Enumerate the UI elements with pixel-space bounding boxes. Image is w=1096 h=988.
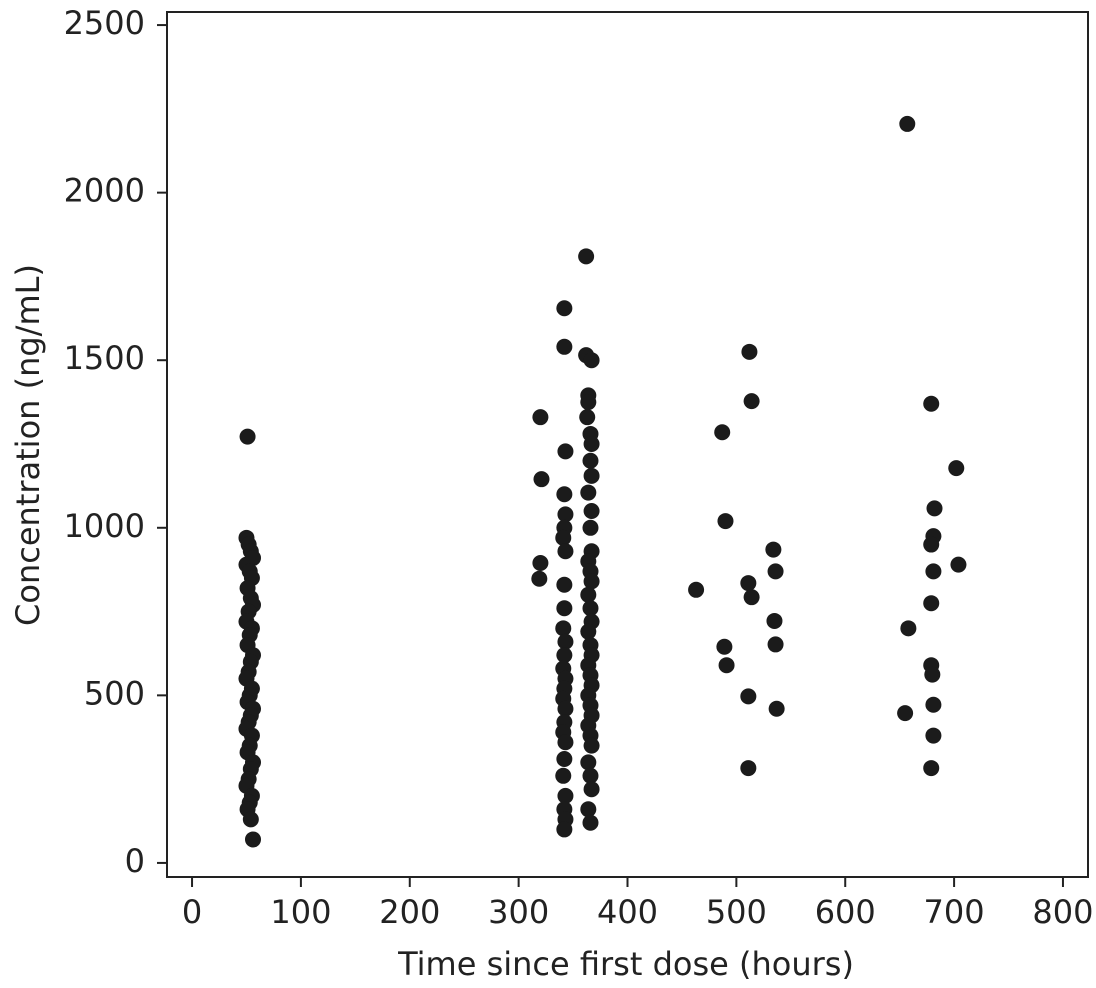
point xyxy=(714,424,731,441)
point xyxy=(925,696,942,713)
point xyxy=(242,811,259,828)
point xyxy=(583,503,600,520)
point xyxy=(923,395,940,412)
y-tick-label: 0 xyxy=(125,842,145,880)
point xyxy=(582,814,599,831)
point xyxy=(531,570,548,587)
point xyxy=(557,700,574,717)
x-tick-label: 600 xyxy=(815,893,876,931)
point xyxy=(555,620,572,637)
point xyxy=(923,595,940,612)
point xyxy=(768,700,785,717)
point xyxy=(743,589,760,606)
point xyxy=(583,737,600,754)
y-tick-label: 1500 xyxy=(64,339,145,377)
point xyxy=(900,620,917,637)
x-tick-label: 100 xyxy=(270,893,331,931)
point xyxy=(926,500,943,517)
point xyxy=(239,428,256,445)
point xyxy=(556,300,573,317)
point xyxy=(556,576,573,593)
point xyxy=(557,443,574,460)
point xyxy=(582,519,599,536)
point xyxy=(582,452,599,469)
point xyxy=(740,760,757,777)
y-tick-label: 2500 xyxy=(64,4,145,42)
point xyxy=(583,573,600,590)
point xyxy=(532,554,549,571)
point xyxy=(556,821,573,838)
point xyxy=(741,343,758,360)
point xyxy=(923,536,940,553)
point xyxy=(740,575,757,592)
x-axis-label: Time since first dose (hours) xyxy=(397,945,854,983)
point xyxy=(583,435,600,452)
point xyxy=(924,666,941,683)
point xyxy=(556,647,573,664)
point xyxy=(556,486,573,503)
point xyxy=(767,563,784,580)
plot-frame xyxy=(166,11,1089,878)
y-tick-label: 1000 xyxy=(64,507,145,545)
point xyxy=(580,623,597,640)
x-tick-label: 300 xyxy=(488,893,549,931)
point xyxy=(580,484,597,501)
point xyxy=(925,727,942,744)
point xyxy=(533,471,550,488)
x-tick-label: 700 xyxy=(924,893,985,931)
point xyxy=(950,556,967,573)
point xyxy=(765,541,782,558)
point xyxy=(557,734,574,751)
point xyxy=(582,767,599,784)
point xyxy=(897,705,914,722)
point xyxy=(583,352,600,369)
point xyxy=(557,506,574,523)
point xyxy=(923,760,940,777)
point xyxy=(767,636,784,653)
point xyxy=(555,529,572,546)
point xyxy=(579,409,596,426)
point xyxy=(743,393,760,410)
point xyxy=(583,467,600,484)
point xyxy=(718,657,735,674)
x-tick-label: 200 xyxy=(379,893,440,931)
point xyxy=(556,600,573,617)
x-tick-label: 800 xyxy=(1032,893,1093,931)
point xyxy=(245,831,262,848)
point xyxy=(557,787,574,804)
point xyxy=(583,781,600,798)
point xyxy=(580,586,597,603)
point xyxy=(580,801,597,818)
point xyxy=(716,638,733,655)
x-tick-label: 400 xyxy=(597,893,658,931)
point xyxy=(556,751,573,768)
point xyxy=(582,600,599,617)
point xyxy=(688,581,705,598)
point xyxy=(580,754,597,771)
point xyxy=(580,394,597,411)
point xyxy=(532,409,549,426)
x-tick-label: 500 xyxy=(706,893,767,931)
point xyxy=(578,248,595,265)
y-tick-label: 2000 xyxy=(64,172,145,210)
point xyxy=(925,563,942,580)
point xyxy=(557,543,574,560)
point xyxy=(556,338,573,355)
point xyxy=(555,767,572,784)
point xyxy=(766,612,783,629)
point xyxy=(899,115,916,132)
x-tick-label: 0 xyxy=(182,893,202,931)
y-tick-label: 500 xyxy=(84,674,145,712)
point xyxy=(557,633,574,650)
point xyxy=(948,460,965,477)
point xyxy=(717,513,734,530)
point xyxy=(740,688,757,705)
y-axis-label: Concentration (ng/mL) xyxy=(9,264,47,626)
